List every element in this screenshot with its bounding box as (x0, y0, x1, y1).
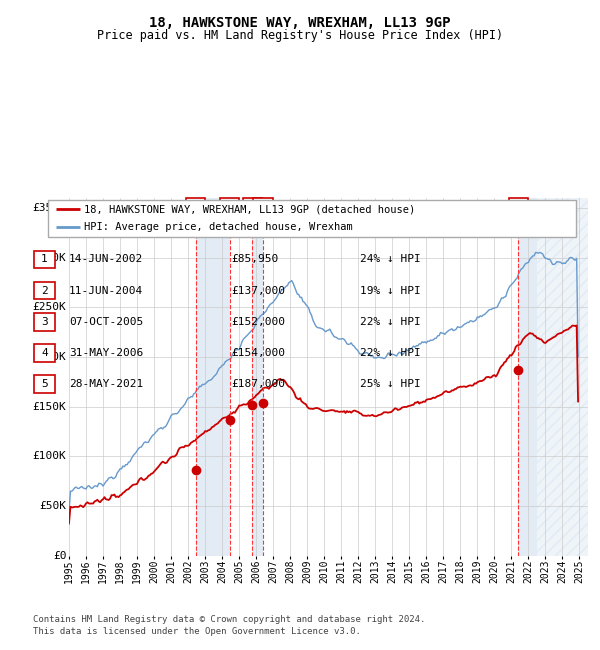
Text: 22% ↓ HPI: 22% ↓ HPI (360, 348, 421, 358)
Text: 18, HAWKSTONE WAY, WREXHAM, LL13 9GP (detached house): 18, HAWKSTONE WAY, WREXHAM, LL13 9GP (de… (84, 204, 415, 214)
Text: 25% ↓ HPI: 25% ↓ HPI (360, 379, 421, 389)
Text: £154,000: £154,000 (231, 348, 285, 358)
Text: 5: 5 (515, 201, 522, 211)
Text: 24% ↓ HPI: 24% ↓ HPI (360, 254, 421, 265)
Text: £137,000: £137,000 (231, 285, 285, 296)
Text: 19% ↓ HPI: 19% ↓ HPI (360, 285, 421, 296)
Text: HPI: Average price, detached house, Wrexham: HPI: Average price, detached house, Wrex… (84, 222, 353, 233)
Text: £200K: £200K (32, 352, 67, 362)
Text: 5: 5 (41, 379, 48, 389)
Text: 2: 2 (41, 285, 48, 296)
Text: 22% ↓ HPI: 22% ↓ HPI (360, 317, 421, 327)
Text: 1: 1 (41, 254, 48, 265)
Text: 07-OCT-2005: 07-OCT-2005 (69, 317, 143, 327)
Text: 3: 3 (41, 317, 48, 327)
Text: 2: 2 (226, 201, 233, 211)
Text: £300K: £300K (32, 253, 67, 263)
Bar (518, 198, 537, 556)
Text: £350K: £350K (32, 203, 67, 213)
Text: 31-MAY-2006: 31-MAY-2006 (69, 348, 143, 358)
Text: £250K: £250K (32, 302, 67, 313)
Bar (196, 198, 230, 556)
Text: 14-JUN-2002: 14-JUN-2002 (69, 254, 143, 265)
Text: £85,950: £85,950 (231, 254, 278, 265)
Text: 4: 4 (41, 348, 48, 358)
Text: £50K: £50K (40, 501, 67, 511)
Text: 4: 4 (260, 201, 266, 211)
Text: 11-JUN-2004: 11-JUN-2004 (69, 285, 143, 296)
Text: 18, HAWKSTONE WAY, WREXHAM, LL13 9GP: 18, HAWKSTONE WAY, WREXHAM, LL13 9GP (149, 16, 451, 31)
Text: £187,000: £187,000 (231, 379, 285, 389)
Text: £100K: £100K (32, 452, 67, 461)
Text: 3: 3 (249, 201, 256, 211)
Text: £152,000: £152,000 (231, 317, 285, 327)
Text: Price paid vs. HM Land Registry's House Price Index (HPI): Price paid vs. HM Land Registry's House … (97, 29, 503, 42)
Bar (252, 198, 263, 556)
Text: 28-MAY-2021: 28-MAY-2021 (69, 379, 143, 389)
Text: £150K: £150K (32, 402, 67, 412)
Text: 1: 1 (193, 201, 199, 211)
Text: £0: £0 (53, 551, 67, 561)
Bar (537, 198, 588, 556)
Text: Contains HM Land Registry data © Crown copyright and database right 2024.
This d: Contains HM Land Registry data © Crown c… (33, 615, 425, 636)
